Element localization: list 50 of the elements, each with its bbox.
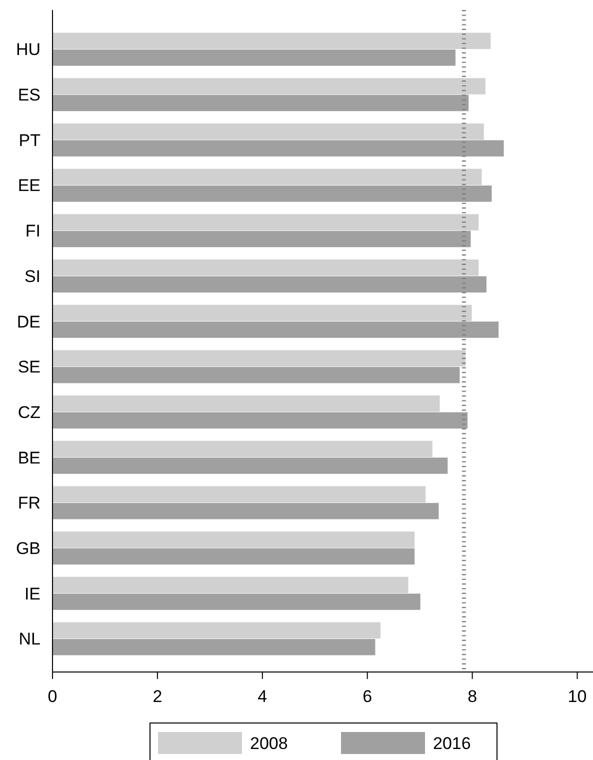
- bar: [52, 322, 499, 338]
- y-tick-label: PT: [18, 130, 40, 150]
- y-tick-label: ES: [18, 86, 40, 105]
- x-tick-label: 2: [152, 687, 162, 706]
- y-tick-label: BE: [18, 448, 40, 468]
- y-tick-label: CZ: [18, 402, 40, 422]
- x-tick-label: 0: [48, 687, 58, 706]
- bar: [52, 576, 408, 594]
- bar: [52, 594, 420, 610]
- bar: [52, 140, 504, 156]
- bar: [52, 123, 484, 140]
- y-tick-label: FI: [25, 222, 40, 241]
- x-tick-label: 6: [362, 687, 372, 706]
- x-tick-label: 10: [568, 687, 587, 706]
- y-tick-label: SE: [18, 358, 40, 377]
- y-tick-label: FR: [18, 494, 40, 513]
- y-tick-label: HU: [16, 40, 40, 60]
- x-tick-label: 4: [258, 687, 268, 706]
- y-tick-label: IE: [24, 584, 40, 604]
- bar: [52, 78, 486, 94]
- bar: [52, 304, 472, 322]
- bar: [52, 486, 426, 502]
- bar: [52, 396, 440, 412]
- y-tick-label: NL: [18, 630, 40, 649]
- bar: [52, 276, 486, 292]
- legend-label: 2016: [433, 734, 471, 753]
- bar: [52, 32, 491, 50]
- bar: [52, 458, 448, 474]
- bar: [52, 532, 415, 548]
- bar: [52, 622, 380, 638]
- y-tick-label: GB: [16, 538, 40, 558]
- bar: [52, 186, 492, 202]
- y-tick-label: DE: [16, 312, 40, 332]
- y-tick-label: SI: [24, 266, 40, 286]
- bar: [52, 502, 439, 520]
- legend-label: 2008: [250, 734, 288, 753]
- y-tick-label: EE: [18, 176, 40, 196]
- bar: [52, 214, 479, 230]
- bar: [52, 230, 471, 248]
- bar: [52, 548, 415, 565]
- bar: [52, 259, 479, 276]
- bar: [52, 638, 376, 656]
- bar: [52, 366, 460, 384]
- bar: [52, 50, 456, 66]
- bar: [52, 350, 466, 366]
- bar: [52, 94, 469, 112]
- bar: [52, 168, 482, 186]
- bar: [52, 440, 432, 458]
- bar: [52, 412, 468, 429]
- x-tick-label: 8: [468, 687, 478, 706]
